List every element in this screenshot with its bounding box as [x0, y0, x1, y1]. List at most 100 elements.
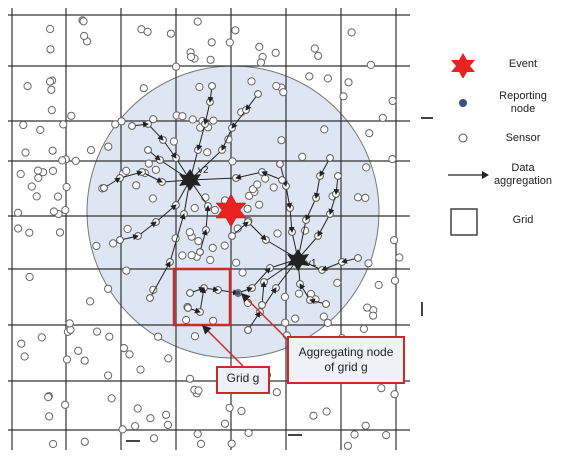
sensor-node — [374, 280, 383, 290]
sensor-node — [187, 251, 196, 260]
sensor-node — [48, 146, 57, 155]
sensor-node — [196, 439, 206, 448]
sensor-node — [149, 115, 158, 124]
sensor-node — [100, 184, 108, 192]
sensor-node — [339, 92, 348, 101]
sensor-node — [190, 332, 200, 341]
sensor-node — [278, 176, 286, 184]
sensor-node — [166, 29, 175, 38]
sensor-node — [13, 208, 23, 217]
sensor-node — [178, 112, 187, 121]
sensor-node — [208, 243, 217, 252]
sensor-node — [116, 236, 124, 244]
sensor-node — [45, 412, 54, 421]
sensor-node — [119, 344, 129, 353]
sensor-node — [190, 203, 199, 213]
sensor-node — [186, 289, 194, 297]
sensor-node — [48, 166, 58, 175]
sensor-node — [314, 51, 323, 60]
sensor-node — [79, 17, 88, 26]
sensor-node — [238, 268, 247, 277]
sensor-node — [256, 58, 265, 67]
aggregating-node-callout-line — [240, 292, 292, 344]
sensor-node — [320, 125, 329, 134]
grid-square-icon — [450, 208, 478, 236]
sensor-node — [382, 431, 391, 440]
sensor-node — [310, 44, 319, 53]
sensor-node — [269, 183, 278, 192]
sensor-node — [196, 248, 204, 256]
sensor-node — [369, 311, 378, 320]
sensor-node — [21, 148, 30, 157]
sensor-node — [207, 38, 216, 47]
sensor-node — [16, 169, 25, 179]
sensor-node — [47, 106, 56, 115]
sensor-node — [333, 278, 342, 287]
legend-reporting-node-label: Reporting node — [499, 90, 547, 115]
sensor-node — [104, 371, 113, 380]
sensor-node — [104, 142, 113, 151]
sensor-node — [280, 292, 289, 301]
sensor-node — [390, 236, 399, 245]
sensor-node — [294, 289, 304, 298]
sensor-node — [243, 204, 252, 213]
sensor-node — [44, 393, 53, 402]
sensor-node — [49, 207, 59, 216]
sensor-node — [62, 182, 71, 192]
sensor-node — [194, 237, 203, 246]
sensor-node — [244, 428, 253, 437]
sensor-node — [255, 200, 264, 209]
aggregation-arrow — [247, 221, 267, 241]
aggregation-arrow — [196, 123, 206, 151]
sensor-node — [14, 224, 23, 233]
sensor-node — [225, 403, 234, 412]
sensor-node — [144, 146, 152, 154]
sensor-node — [253, 180, 262, 189]
sensor-node — [244, 326, 252, 334]
sensor-node — [272, 388, 281, 397]
sensor-node — [123, 224, 132, 234]
sensor-node — [107, 394, 116, 403]
sensor-node — [86, 297, 95, 306]
sensor-node — [162, 410, 171, 419]
sensor-node — [359, 324, 368, 333]
sensor-node — [365, 129, 374, 138]
sensor-node — [354, 254, 362, 262]
sensor-node — [322, 407, 331, 416]
sensor-node — [32, 192, 41, 201]
sensor-node — [27, 182, 36, 191]
sensor-node — [203, 148, 212, 157]
sensor-node — [143, 27, 152, 36]
sensor-node — [154, 332, 163, 341]
sensor-node — [322, 300, 330, 308]
aggregating-node-callout-text: Aggregating node of grid g — [298, 345, 394, 374]
aggregation-arrow — [288, 207, 295, 233]
sensor-node — [231, 26, 240, 35]
aggregation-arrow — [169, 213, 186, 263]
sensor-node — [227, 439, 236, 448]
aggregation-arrow — [251, 267, 271, 289]
sensor-node — [92, 241, 101, 250]
sensor-node — [37, 333, 46, 342]
sensor-node — [254, 90, 262, 98]
sensor-node — [364, 259, 373, 268]
aggregation-arrow — [204, 205, 211, 231]
sensor-node — [350, 430, 359, 439]
sensor-node — [86, 146, 96, 155]
aggregating-node-callout: Aggregating node of grid g — [287, 336, 405, 384]
sensor-node — [261, 174, 270, 183]
sensor-node — [49, 439, 58, 449]
sensor-node — [395, 253, 404, 262]
sensor-node — [23, 82, 32, 91]
sensor-node — [47, 85, 56, 94]
sensor-node — [279, 88, 288, 97]
sensor-node — [33, 166, 43, 175]
aggregation-arrow — [235, 171, 263, 180]
sensor-node — [228, 157, 237, 166]
sensor-node — [146, 294, 154, 302]
legend-event-label: Event — [508, 58, 538, 70]
sensor-node — [273, 229, 282, 238]
sensor-node — [390, 276, 400, 285]
grid-g-callout-text: Grid g — [226, 371, 260, 385]
